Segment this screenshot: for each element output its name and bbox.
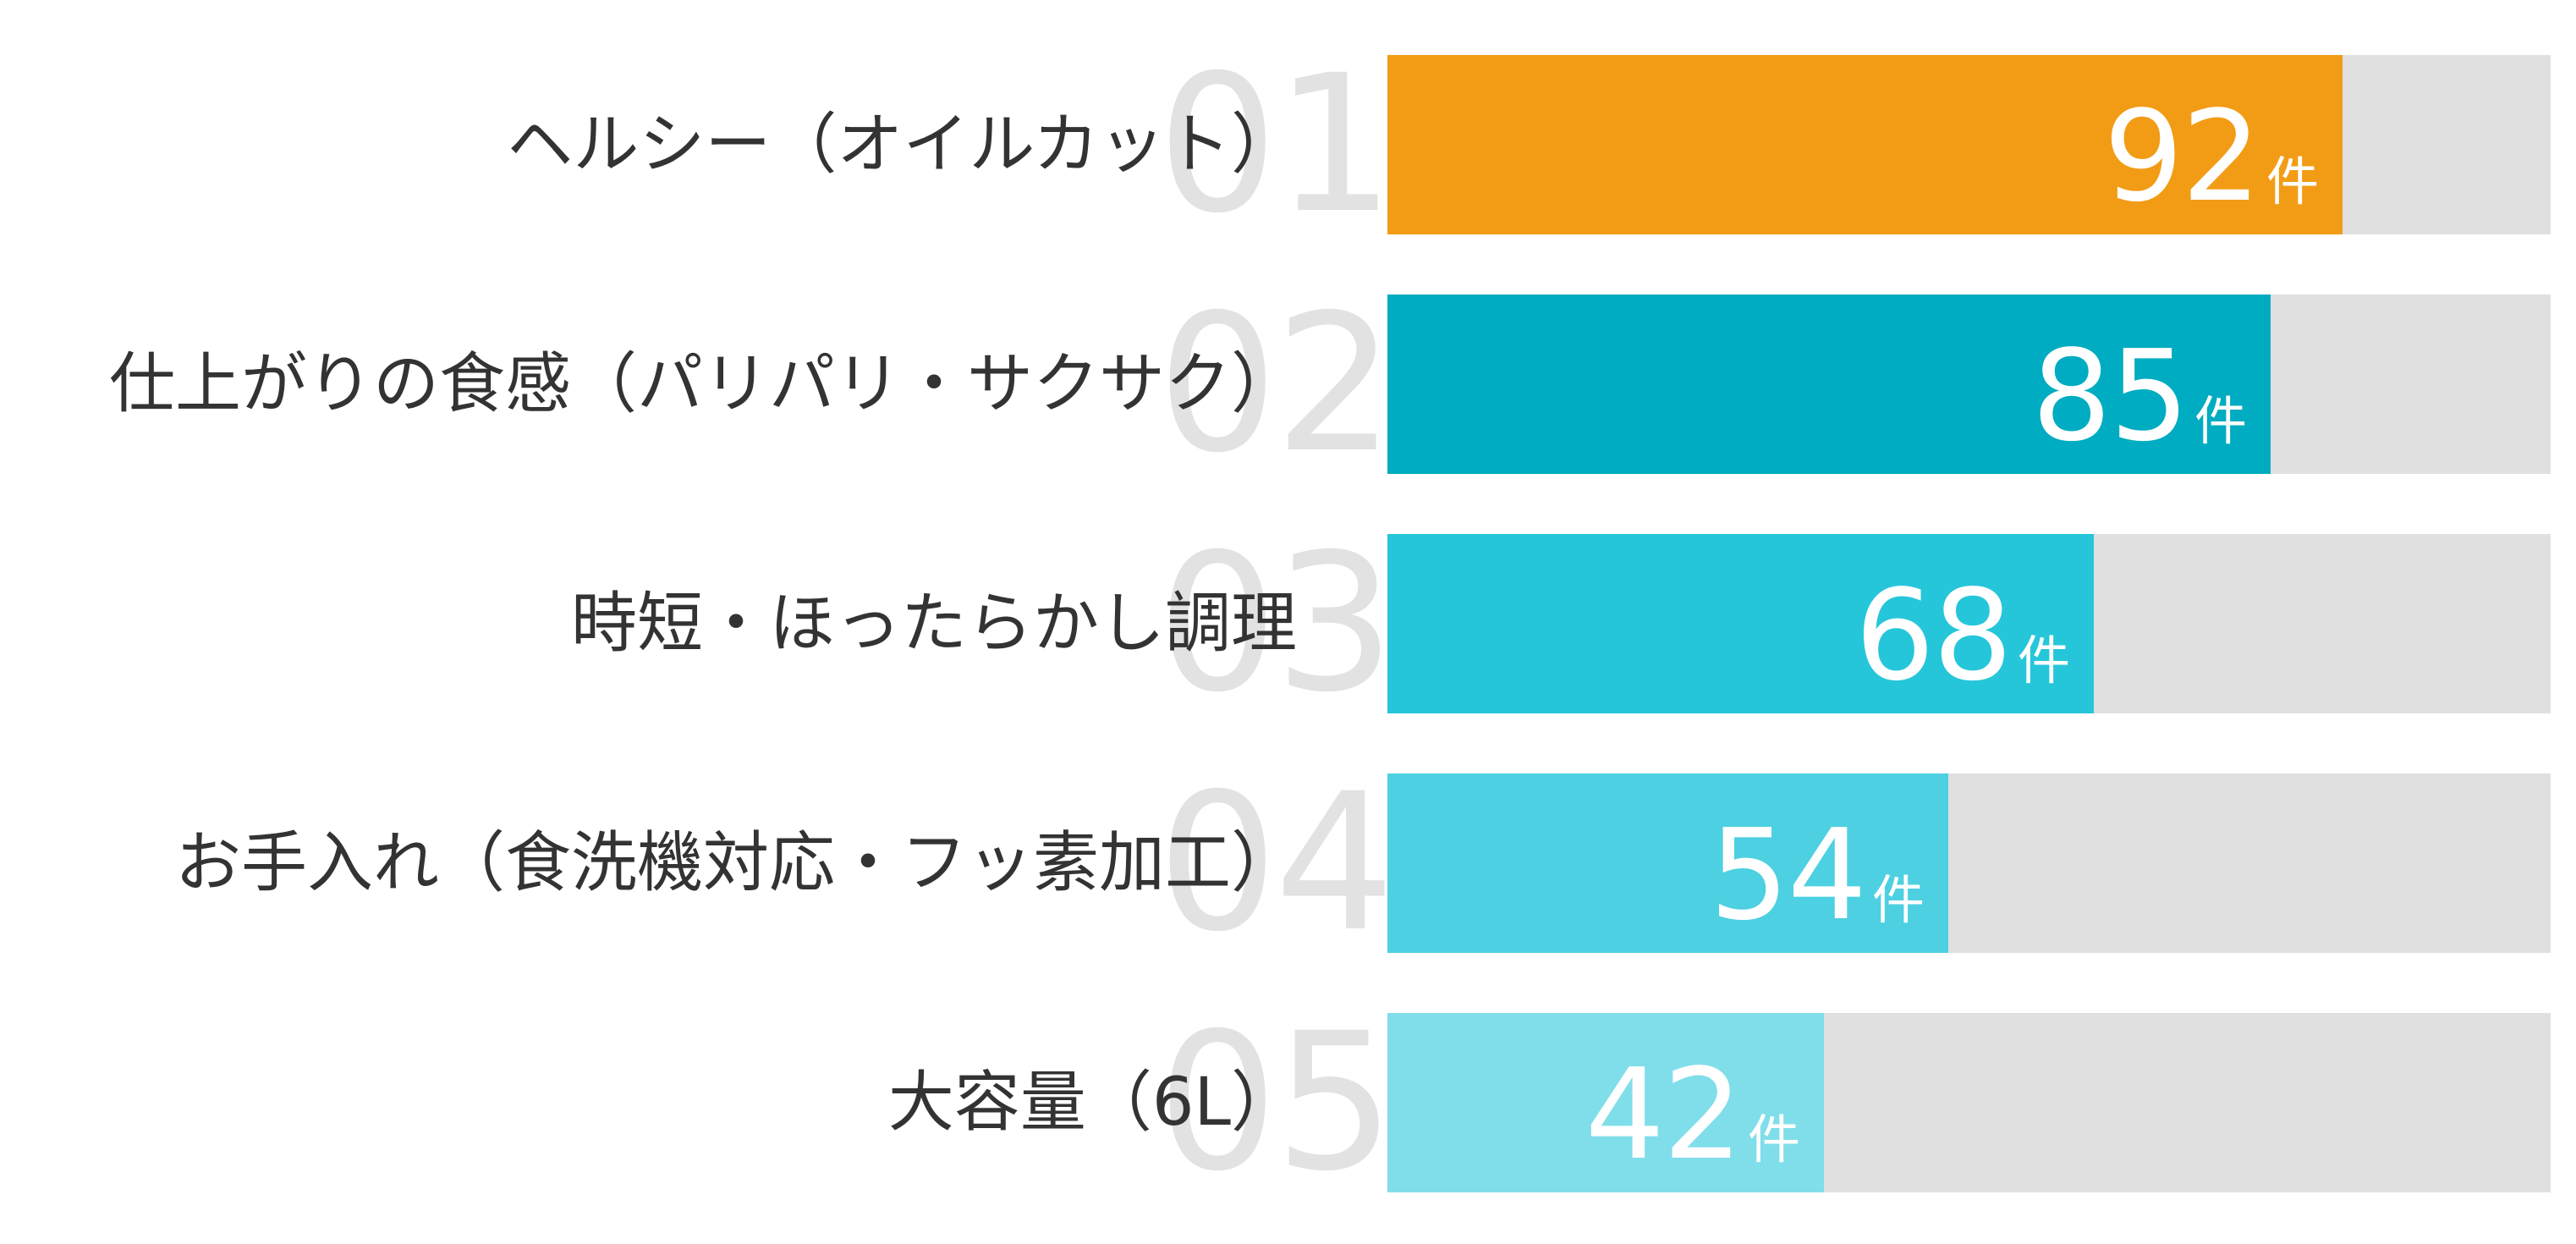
bar: 92 件 bbox=[1387, 55, 2343, 234]
bar-row: 03 時短・ほったらかし調理 68 件 bbox=[0, 526, 2576, 722]
bar-track: 68 件 bbox=[1387, 534, 2551, 713]
category-label: お手入れ（食洗機対応・フッ素加工） bbox=[174, 825, 1297, 901]
bar-row: 02 仕上がりの食感（パリパリ・サクサク） 85 件 bbox=[0, 286, 2576, 482]
bar-row: 01 ヘルシー（オイルカット） 92 件 bbox=[0, 47, 2576, 243]
rank-number: 05 bbox=[1156, 992, 1395, 1213]
data-label: 68 件 bbox=[1855, 573, 2070, 698]
bar-track: 92 件 bbox=[1387, 55, 2551, 234]
value-label: 68 bbox=[1854, 563, 2013, 708]
rank-number: 04 bbox=[1156, 752, 1395, 973]
unit-label: 件 bbox=[2194, 390, 2247, 452]
value-label: 54 bbox=[1709, 802, 1867, 948]
bar: 42 件 bbox=[1387, 1013, 1824, 1192]
category-label: 時短・ほったらかし調理 bbox=[570, 586, 1297, 662]
value-label: 92 bbox=[2103, 84, 2261, 229]
bar: 54 件 bbox=[1387, 773, 1948, 953]
bar-track: 85 件 bbox=[1387, 294, 2551, 474]
category-label: 大容量（6L） bbox=[887, 1065, 1297, 1141]
bar-row: 05 大容量（6L） 42 件 bbox=[0, 1005, 2576, 1201]
bar-track: 42 件 bbox=[1387, 1013, 2551, 1192]
value-label: 85 bbox=[2031, 323, 2189, 469]
bar-row: 04 お手入れ（食洗機対応・フッ素加工） 54 件 bbox=[0, 765, 2576, 961]
rank-number: 01 bbox=[1156, 34, 1395, 255]
unit-label: 件 bbox=[1871, 869, 1925, 931]
bar: 68 件 bbox=[1387, 534, 2094, 713]
data-label: 85 件 bbox=[2032, 333, 2247, 459]
bar: 85 件 bbox=[1387, 294, 2271, 474]
unit-label: 件 bbox=[1747, 1109, 1800, 1170]
data-label: 54 件 bbox=[1710, 812, 1925, 938]
category-label: ヘルシー（オイルカット） bbox=[507, 107, 1297, 183]
category-label: 仕上がりの食感（パリパリ・サクサク） bbox=[108, 346, 1297, 422]
rank-number: 02 bbox=[1156, 273, 1395, 494]
value-label: 42 bbox=[1585, 1042, 1743, 1187]
unit-label: 件 bbox=[2017, 630, 2070, 691]
data-label: 92 件 bbox=[2104, 94, 2319, 219]
unit-label: 件 bbox=[2266, 151, 2319, 212]
rank-number: 03 bbox=[1156, 513, 1395, 734]
bar-track: 54 件 bbox=[1387, 773, 2551, 953]
data-label: 42 件 bbox=[1585, 1052, 1800, 1177]
